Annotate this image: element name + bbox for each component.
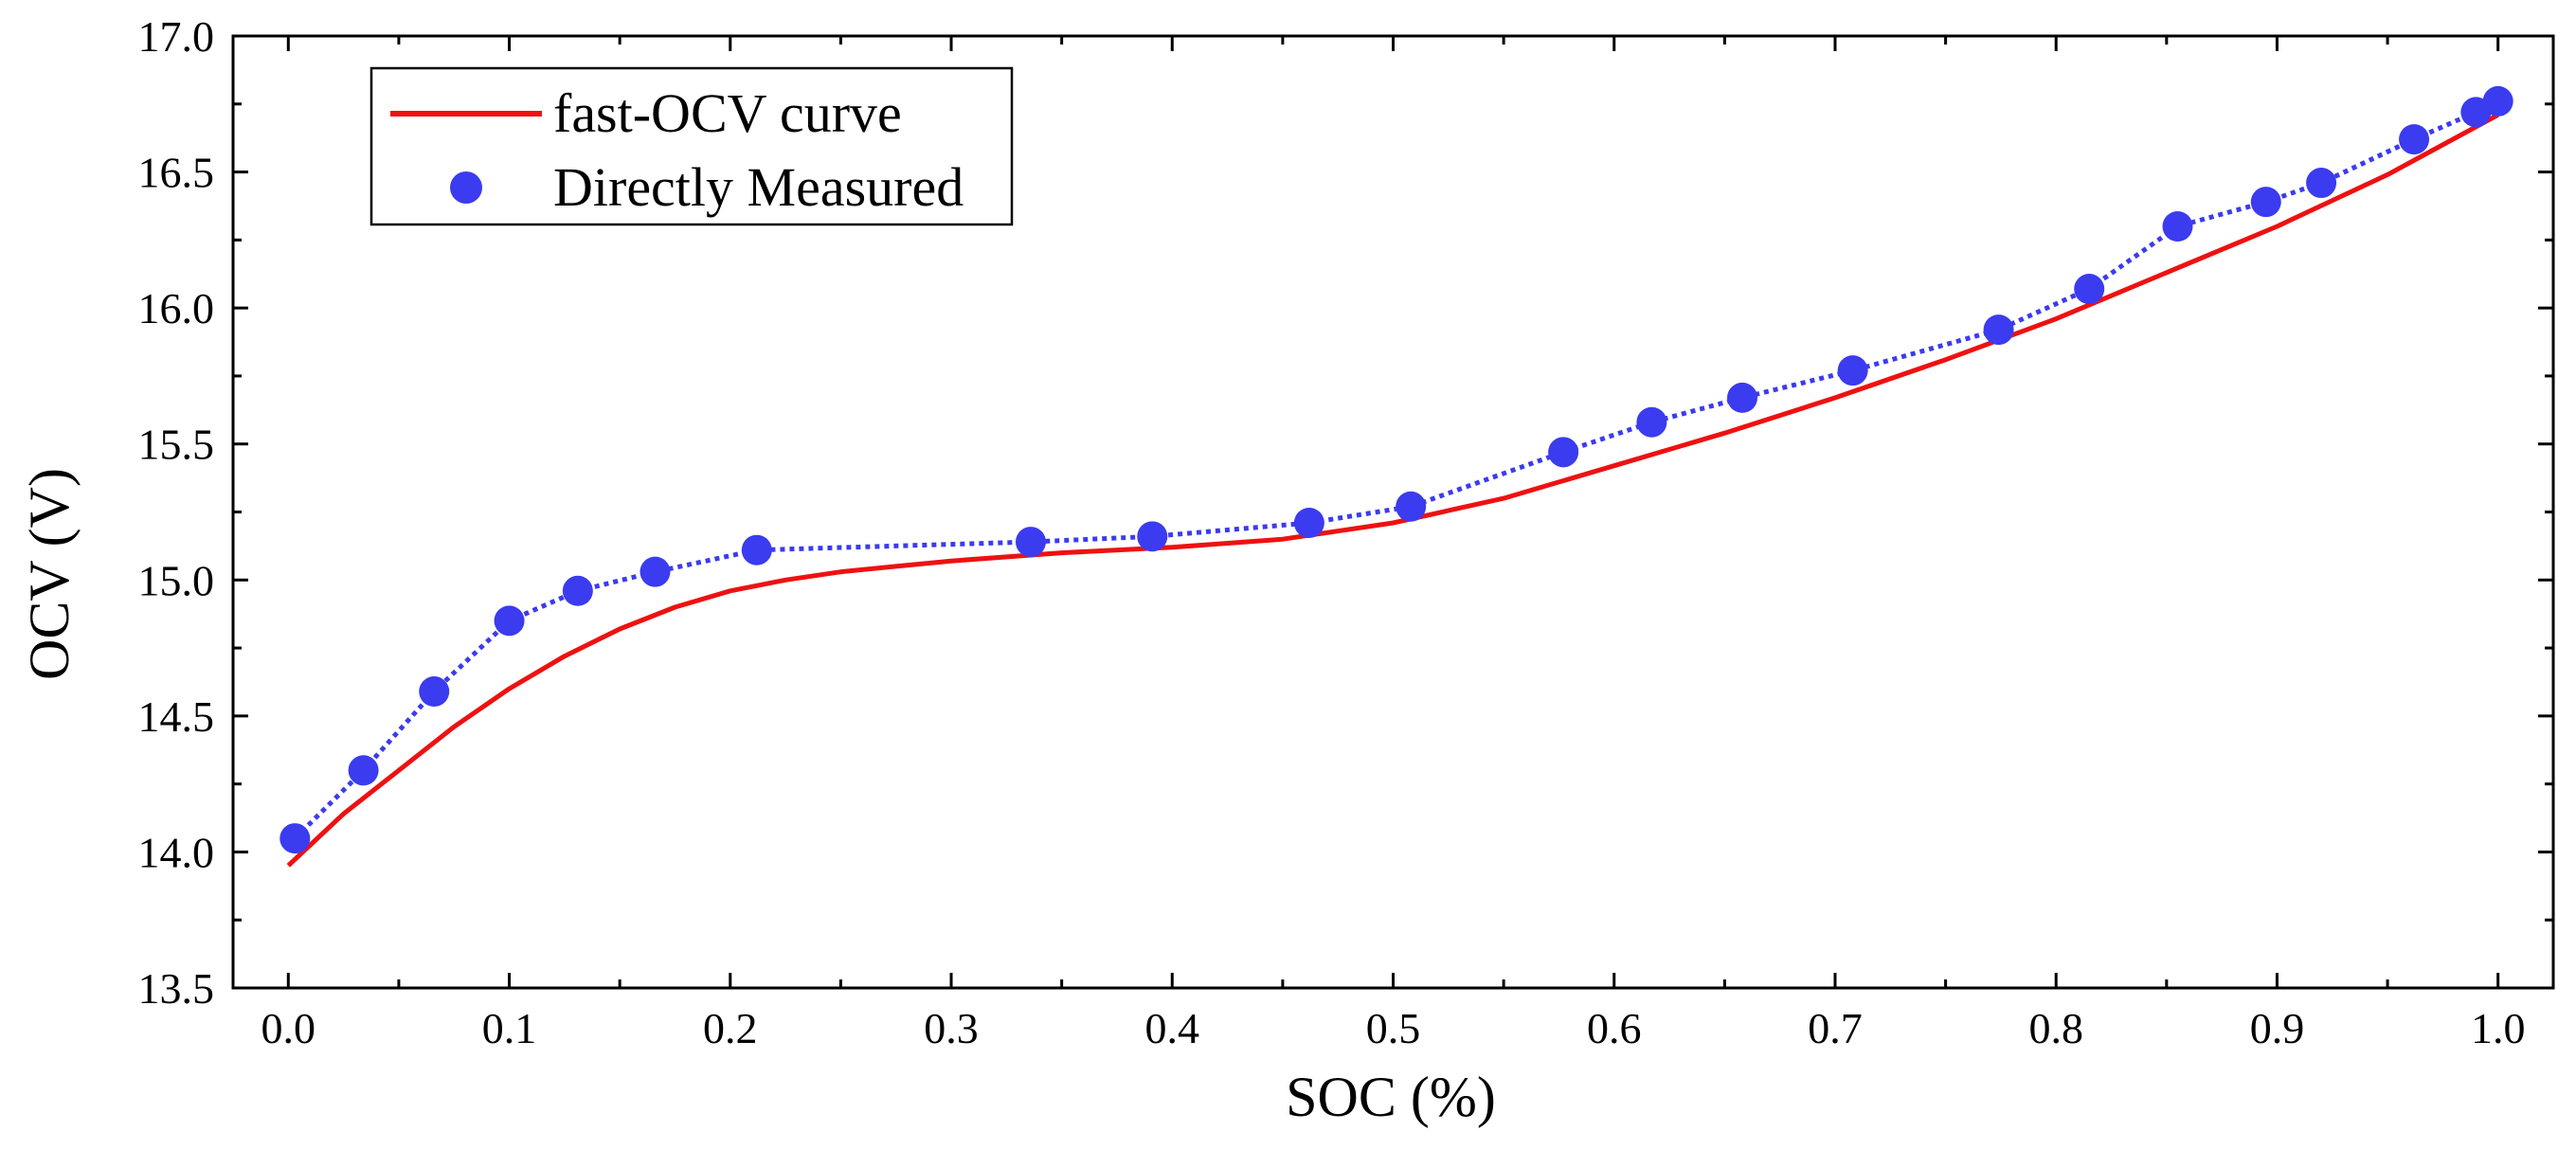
measured-point: [348, 755, 379, 786]
measured-point: [2162, 211, 2193, 242]
fast-ocv-curve-line: [286, 113, 2499, 868]
y-tick-label: 13.5: [138, 964, 215, 1013]
measured-point: [1548, 437, 1579, 468]
x-tick-label: 0.5: [1366, 1004, 1421, 1052]
x-tick-label: 0.0: [261, 1004, 316, 1052]
measured-point: [1837, 355, 1868, 386]
measured-point: [1293, 507, 1324, 538]
y-tick-label: 17.0: [138, 12, 215, 61]
measured-point: [1636, 406, 1667, 438]
measured-point: [1396, 491, 1427, 522]
measured-point: [419, 676, 450, 708]
measured-point: [639, 556, 671, 587]
legend-marker-swatch: [450, 171, 482, 204]
x-tick-label: 0.1: [482, 1004, 537, 1052]
x-tick-label: 0.7: [1808, 1004, 1863, 1052]
x-tick-label: 0.6: [1587, 1004, 1642, 1052]
measured-point: [1137, 521, 1168, 552]
y-tick-label: 15.0: [138, 556, 215, 604]
y-tick-label: 14.5: [138, 692, 215, 741]
legend-label-measured: Directly Measured: [553, 156, 964, 218]
x-tick-label: 0.4: [1145, 1004, 1200, 1052]
y-tick-label: 16.0: [138, 284, 215, 332]
x-axis-title: SOC (%): [1286, 1066, 1496, 1128]
measured-point: [2306, 168, 2337, 199]
measured-point: [562, 575, 593, 606]
measured-point: [279, 823, 311, 854]
x-tick-label: 1.0: [2471, 1004, 2526, 1052]
y-tick-label: 16.5: [138, 149, 215, 197]
measured-dotted-line: [293, 99, 2499, 840]
legend-label-fast-ocv: fast-OCV curve: [553, 82, 902, 144]
measured-point: [2482, 85, 2513, 117]
x-tick-label: 0.8: [2028, 1004, 2083, 1052]
measured-point: [1983, 314, 2014, 346]
measured-point: [2399, 124, 2430, 155]
measured-point: [1015, 527, 1046, 558]
y-tick-label: 15.5: [138, 421, 215, 469]
x-tick-label: 0.3: [924, 1004, 979, 1052]
y-axis-title: OCV (V): [18, 468, 81, 680]
measured-point: [2074, 274, 2105, 305]
x-tick-label: 0.2: [703, 1004, 758, 1052]
measured-point: [494, 605, 525, 637]
x-tick-label: 0.9: [2250, 1004, 2305, 1052]
legend-box: [369, 66, 1014, 226]
measured-point: [2250, 187, 2281, 218]
measured-point: [1727, 382, 1758, 413]
legend: fast-OCV curve Directly Measured: [369, 66, 1014, 226]
y-tick-label: 14.0: [138, 828, 215, 876]
measured-point: [741, 534, 772, 566]
